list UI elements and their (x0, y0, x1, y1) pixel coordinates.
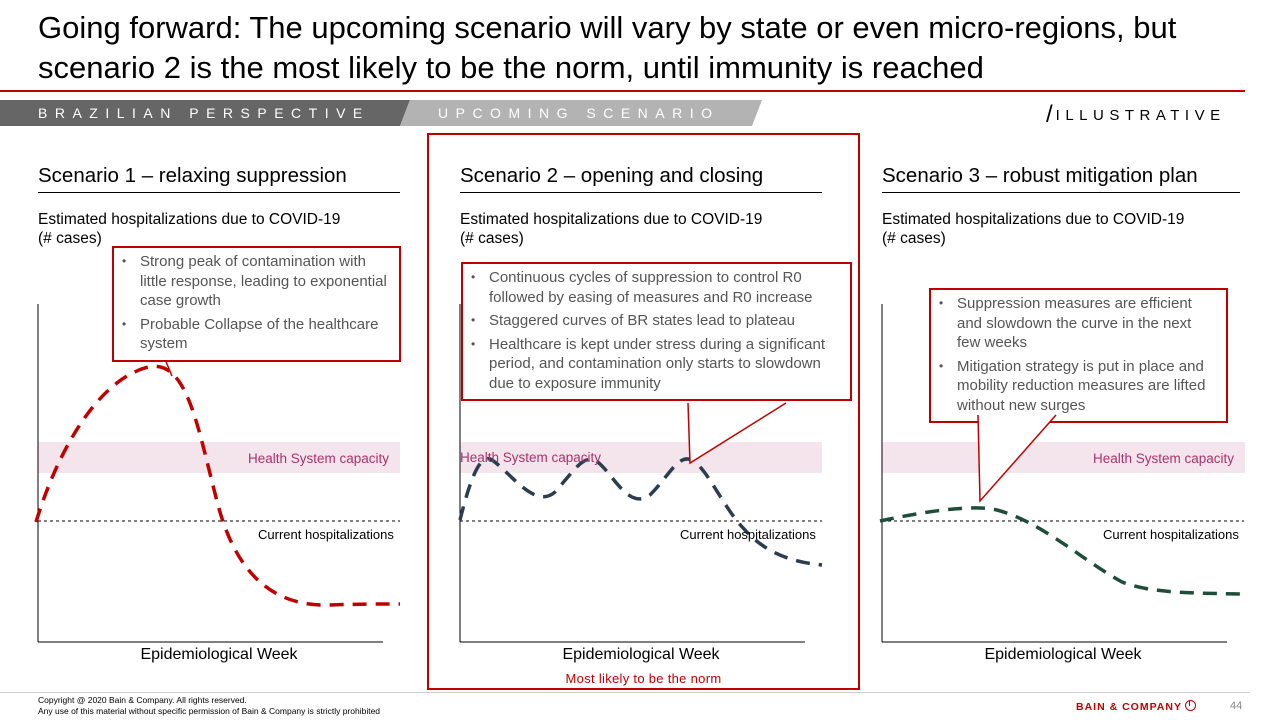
tab-upcoming-scenario[interactable]: UPCOMING SCENARIO (400, 100, 762, 126)
scenario-1-subtitle: Estimated hospitalizations due to COVID-… (38, 210, 408, 248)
capacity-label: Health System capacity (1093, 451, 1235, 466)
scenario-2-subtitle: Estimated hospitalizations due to COVID-… (460, 210, 830, 248)
scenario-3-panel: Scenario 3 – robust mitigation plan Esti… (879, 0, 1262, 720)
capacity-label: Health System capacity (460, 450, 602, 465)
scenario-2-curve (458, 456, 823, 567)
capacity-band (460, 442, 822, 473)
bain-logo-icon (1184, 700, 1196, 711)
page-number: 44 (1230, 700, 1243, 712)
footer-divider (0, 692, 1250, 693)
current-hospitalizations-label: Current hospitalizations (680, 527, 816, 542)
slash-icon: / (1046, 101, 1056, 128)
tab-brazilian-perspective[interactable]: BRAZILIAN PERSPECTIVE (0, 100, 410, 126)
capacity-band (882, 442, 1245, 473)
callout-bullet: Healthcare is kept under stress during a… (471, 335, 842, 394)
copyright-line-1: Copyright @ 2020 Bain & Company. All rig… (38, 695, 247, 705)
scenario-1-panel: Scenario 1 – relaxing suppression Estima… (34, 0, 418, 720)
subtitle-line-1: Estimated hospitalizations due to COVID-… (38, 211, 341, 228)
scenario-3-chart-svg (879, 304, 1245, 643)
brand-logo: BAIN & COMPANY (1076, 700, 1196, 713)
current-hospitalizations-label: Current hospitalizations (258, 527, 394, 542)
scenario-1-heading: Scenario 1 – relaxing suppression (38, 162, 400, 193)
slide-title: Going forward: The upcoming scenario wil… (38, 10, 1177, 85)
current-hospitalizations-label: Current hospitalizations (1103, 527, 1239, 542)
x-axis-label: Epidemiological Week (984, 646, 1142, 663)
subtitle-line-2: (# cases) (882, 230, 946, 247)
scenario-2-callout: Continuous cycles of suppression to cont… (461, 262, 852, 401)
scenario-1-curve (34, 364, 401, 607)
scenario-2-chart: Health System capacity Current hospitali… (458, 290, 840, 650)
scenario-1-chart-svg (34, 304, 401, 643)
callout-bullet: Mitigation strategy is put in place and … (939, 357, 1218, 416)
subtitle-line-2: (# cases) (460, 230, 524, 247)
scenario-3-subtitle: Estimated hospitalizations due to COVID-… (882, 210, 1252, 248)
scenario-2-panel: Scenario 2 – opening and closing Estimat… (458, 0, 852, 720)
capacity-band (38, 442, 400, 473)
copyright-notice: Copyright @ 2020 Bain & Company. All rig… (38, 695, 380, 717)
callout-bullet: Strong peak of contamination with little… (122, 252, 391, 311)
copyright-line-2: Any use of this material without specifi… (38, 706, 381, 716)
brand-name: BAIN & COMPANY (1076, 701, 1182, 713)
scenario-3-chart: Health System capacity Current hospitali… (879, 290, 1262, 650)
callout-bullet: Staggered curves of BR states lead to pl… (471, 311, 842, 331)
illustrative-tag: /ILLUSTRATIVE (1046, 100, 1226, 128)
most-likely-note: Most likely to be the norm (565, 671, 722, 686)
scenario-2-chart-svg (458, 304, 823, 643)
callout-bullet: Suppression measures are efficient and s… (939, 294, 1218, 353)
section-tabs: BRAZILIAN PERSPECTIVE UPCOMING SCENARIO (0, 100, 770, 126)
scenario-2-heading: Scenario 2 – opening and closing (460, 162, 822, 193)
subtitle-line-2: (# cases) (38, 230, 102, 247)
scenario-2-callout-pointer (687, 402, 787, 465)
scenario-1-chart: Health System capacity Current hospitali… (34, 290, 418, 650)
callout-bullet: Continuous cycles of suppression to cont… (471, 268, 842, 307)
x-axis-label: Epidemiological Week (140, 646, 298, 663)
scenario-1-callout: Strong peak of contamination with little… (112, 246, 401, 362)
most-likely-highlight-frame (427, 133, 860, 690)
subtitle-line-1: Estimated hospitalizations due to COVID-… (460, 211, 763, 228)
callout-pointer (687, 402, 787, 465)
scenario-3-callout-pointer (977, 414, 1057, 503)
x-axis-label: Epidemiological Week (562, 646, 720, 663)
callout-pointer (977, 414, 1057, 503)
scenario-3-curve (879, 506, 1241, 596)
scenario-3-callout: Suppression measures are efficient and s… (929, 288, 1228, 423)
title-divider (0, 90, 1245, 92)
capacity-label: Health System capacity (248, 451, 390, 466)
scenario-3-heading: Scenario 3 – robust mitigation plan (882, 162, 1240, 193)
subtitle-line-1: Estimated hospitalizations due to COVID-… (882, 211, 1185, 228)
callout-bullet: Probable Collapse of the healthcare syst… (122, 315, 391, 354)
illustrative-label: ILLUSTRATIVE (1055, 107, 1226, 124)
